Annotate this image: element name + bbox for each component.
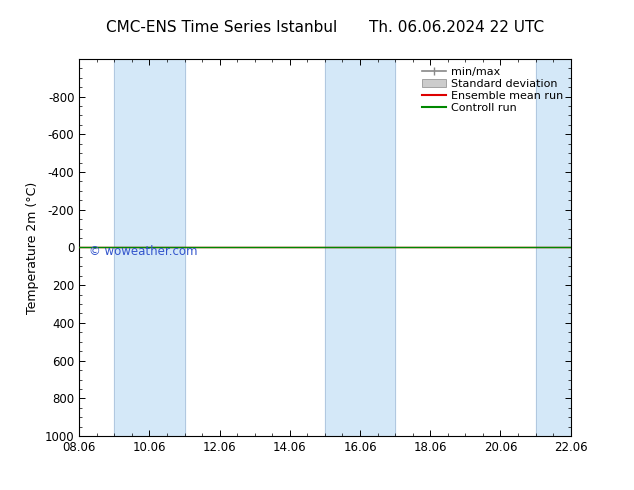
Bar	[536, 59, 571, 436]
Y-axis label: Temperature 2m (°C): Temperature 2m (°C)	[26, 181, 39, 314]
Bar	[325, 59, 395, 436]
Text: CMC-ENS Time Series Istanbul: CMC-ENS Time Series Istanbul	[107, 20, 337, 35]
Text: © woweather.com: © woweather.com	[89, 245, 198, 259]
Text: Th. 06.06.2024 22 UTC: Th. 06.06.2024 22 UTC	[369, 20, 544, 35]
Bar	[114, 59, 184, 436]
Legend: min/max, Standard deviation, Ensemble mean run, Controll run: min/max, Standard deviation, Ensemble me…	[420, 64, 565, 116]
